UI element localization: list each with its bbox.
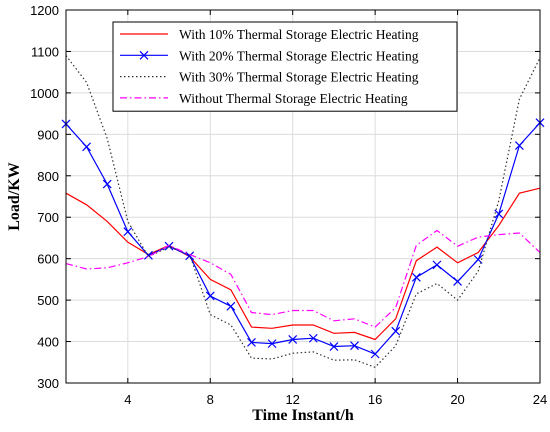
legend-item-4: Without Thermal Storage Electric Heating xyxy=(120,91,408,106)
y-tick-label: 1100 xyxy=(31,44,59,59)
data-point-marker xyxy=(514,141,524,150)
y-tick-label: 600 xyxy=(37,252,59,267)
y-tick-label: 500 xyxy=(37,293,59,308)
data-point-marker xyxy=(350,341,359,351)
y-tick-label: 400 xyxy=(37,335,59,350)
x-tick-label: 4 xyxy=(124,392,131,407)
data-point-marker xyxy=(267,339,277,349)
y-tick-label: 300 xyxy=(37,376,59,391)
plot-area-frame xyxy=(65,9,541,384)
legend-box xyxy=(112,21,458,112)
x-tick-label: 16 xyxy=(368,392,382,407)
y-tick-label: 1200 xyxy=(30,3,59,18)
data-point-marker xyxy=(102,179,112,189)
data-point-marker xyxy=(370,349,380,359)
data-point-marker xyxy=(411,272,421,282)
y-tick-label: 1000 xyxy=(30,86,59,101)
axis-ticks: 4 8 12 16 20 24 300 400 500 600 700 800 900 1000 1100 1… xyxy=(30,3,547,407)
series-3 xyxy=(65,55,541,368)
data-point-marker xyxy=(164,241,174,251)
data-point-marker xyxy=(473,255,483,264)
legend-label: With 20% Thermal Storage Electric Heatin… xyxy=(179,48,419,63)
x-axis-title: Time Instant/h xyxy=(252,407,354,424)
legend-label: With 10% Thermal Storage Electric Heatin… xyxy=(179,27,419,42)
data-point-marker xyxy=(144,250,153,260)
data-point-marker xyxy=(453,277,462,286)
x-tick-label: 8 xyxy=(207,392,214,407)
data-point-marker xyxy=(494,209,504,219)
series-lines xyxy=(61,55,545,368)
y-tick-label: 800 xyxy=(37,169,59,184)
series-2 xyxy=(61,118,545,359)
x-tick-label: 12 xyxy=(285,392,299,407)
data-point-marker xyxy=(123,227,133,237)
data-point-marker xyxy=(247,337,256,347)
legend-marker xyxy=(139,50,149,60)
y-tick-label: 900 xyxy=(37,127,59,142)
legend-label: With 30% Thermal Storage Electric Heatin… xyxy=(179,70,419,85)
legend-item-3: With 30% Thermal Storage Electric Heatin… xyxy=(120,70,419,85)
y-tick-label: 700 xyxy=(37,210,59,225)
series-line xyxy=(65,55,541,368)
legend-item-2: With 20% Thermal Storage Electric Heatin… xyxy=(120,48,419,63)
data-point-marker xyxy=(205,291,215,301)
data-point-marker xyxy=(288,335,298,344)
legend-item-1: With 10% Thermal Storage Electric Heatin… xyxy=(120,27,419,42)
series-line xyxy=(65,229,541,328)
legend-label: Without Thermal Storage Electric Heating xyxy=(179,91,408,106)
x-tick-label: 20 xyxy=(450,392,464,407)
data-point-marker xyxy=(82,142,92,152)
data-point-marker xyxy=(391,326,401,336)
data-point-marker xyxy=(432,260,442,270)
data-point-marker xyxy=(329,342,339,351)
series-4 xyxy=(65,229,541,328)
legend: With 10% Thermal Storage Electric Heatin… xyxy=(112,21,458,112)
data-point-marker xyxy=(226,301,236,311)
x-tick-label: 24 xyxy=(533,392,547,407)
y-axis-title: Load/KW xyxy=(6,162,23,230)
data-point-marker xyxy=(308,333,318,343)
